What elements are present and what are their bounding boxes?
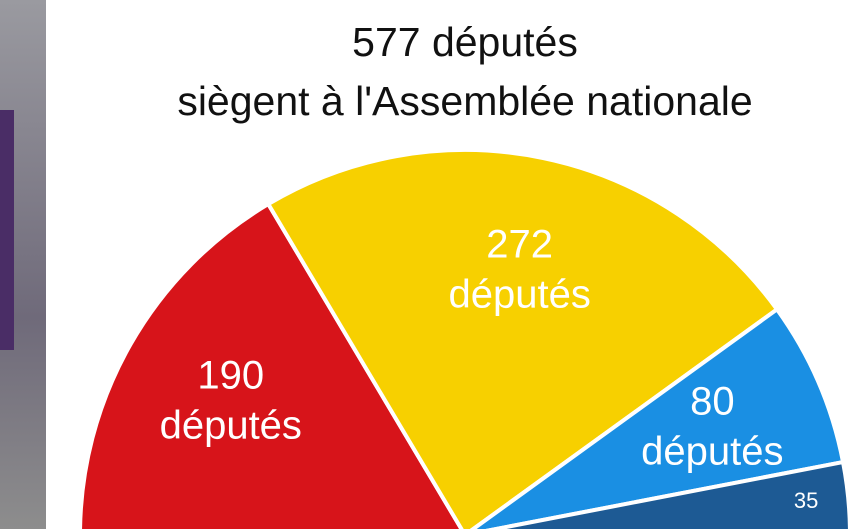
slice-value: 35 [794,488,818,513]
chart-subtitle: siègent à l'Assemblée nationale [177,78,752,124]
slice-unit: députés [641,430,783,474]
slice-unit: députés [160,403,302,447]
chart: 577 députés siègent à l'Assemblée nation… [0,0,868,529]
slice-value: 272 [486,223,553,267]
photo-detail [0,110,14,350]
slice-value: 190 [197,353,264,397]
chart-title: 577 députés [352,19,578,65]
slice-value: 80 [690,380,735,424]
slice-unit: députés [448,273,590,317]
